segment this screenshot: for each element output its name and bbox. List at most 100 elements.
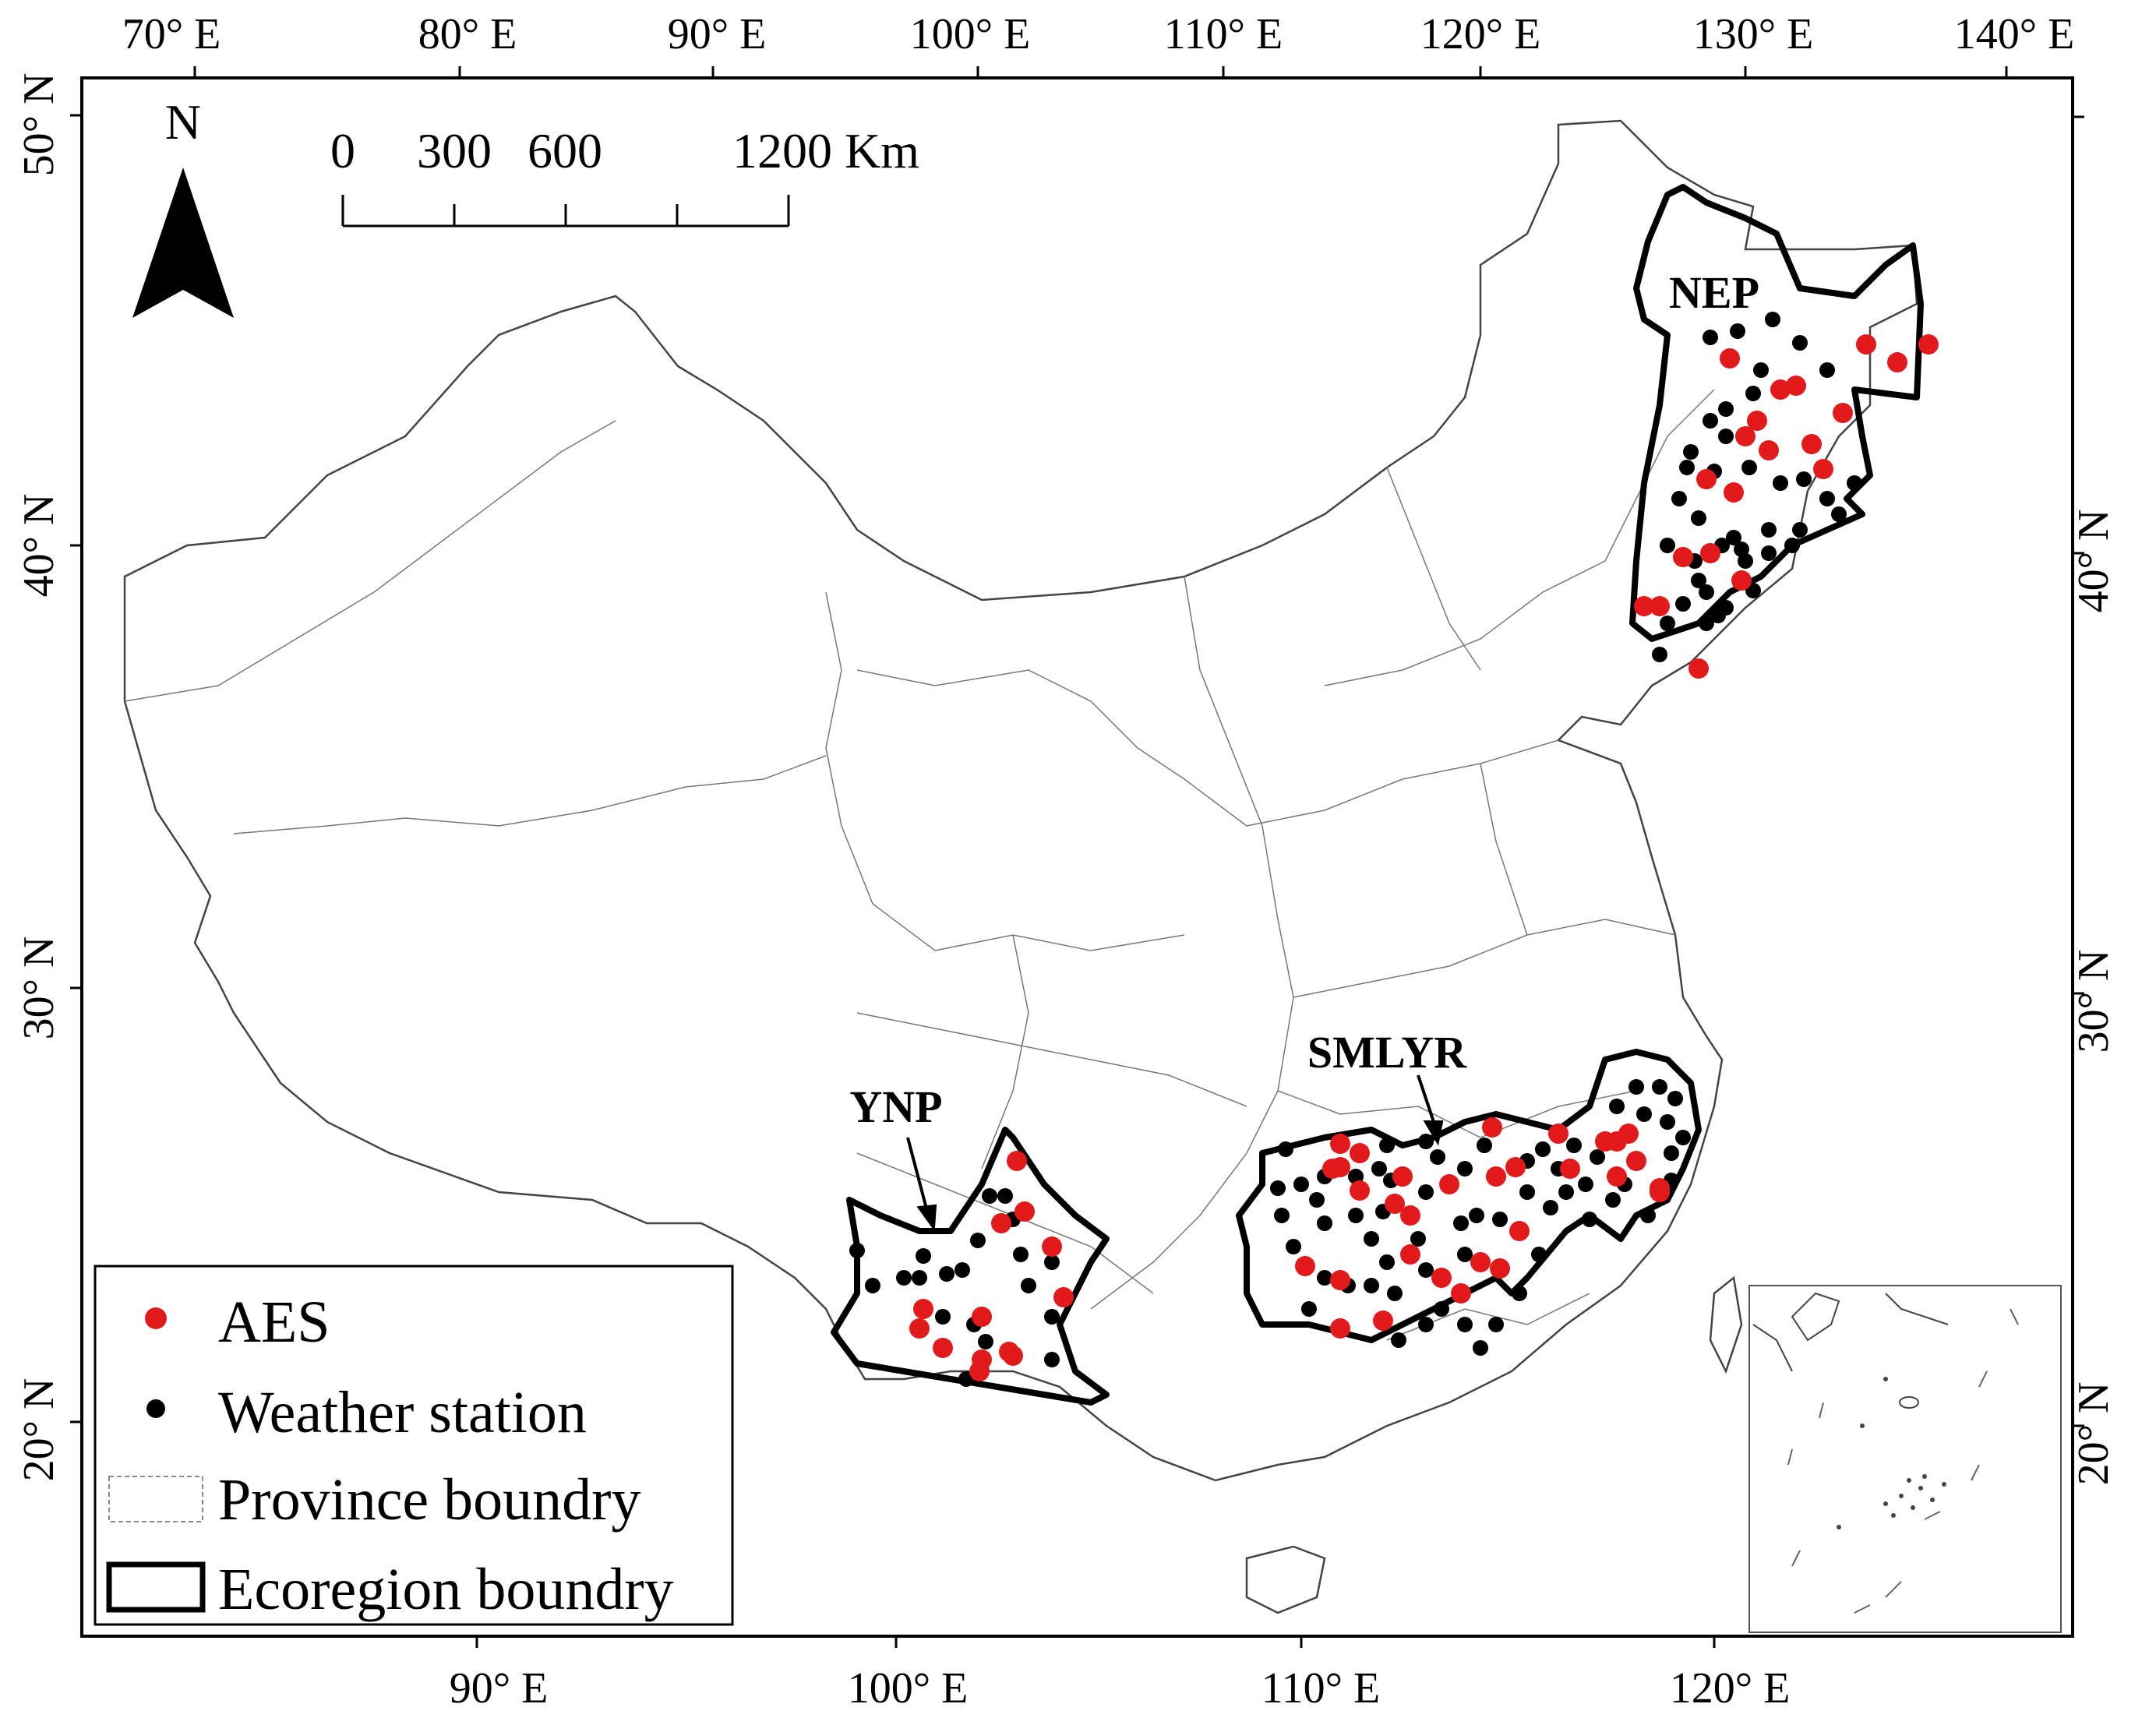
aes-point xyxy=(933,1338,953,1358)
weather-station-point xyxy=(1761,545,1777,561)
weather-station-point xyxy=(1457,1317,1473,1332)
weather-station-point xyxy=(1582,1212,1597,1227)
aes-point xyxy=(1295,1256,1315,1276)
weather-station-point xyxy=(1773,475,1788,491)
weather-station-point xyxy=(1628,1079,1644,1095)
lon-label-top: 140° E xyxy=(1954,10,2075,58)
weather-station-point xyxy=(1418,1262,1434,1278)
weather-station-point xyxy=(1831,506,1847,522)
legend-aes-swatch xyxy=(145,1307,167,1329)
legend-ecoregion-swatch xyxy=(106,1561,206,1613)
ecoregion-nep xyxy=(1629,184,1924,642)
weather-station-point xyxy=(1718,600,1734,616)
aes-point xyxy=(1400,1205,1420,1226)
weather-station-point xyxy=(1718,429,1734,444)
aes-point xyxy=(1650,1178,1670,1198)
weather-station-point xyxy=(1679,460,1695,475)
weather-station-point xyxy=(978,1334,993,1349)
aes-point xyxy=(1731,570,1752,591)
map-frame xyxy=(80,76,2074,1638)
aes-point xyxy=(1887,352,1907,372)
aes-point xyxy=(1053,1287,1074,1307)
aes-point xyxy=(1724,482,1744,503)
aes-point xyxy=(1786,376,1806,396)
aes-point xyxy=(1747,411,1767,431)
lat-label-left: 30° N xyxy=(15,937,63,1040)
weather-station-point xyxy=(896,1270,912,1286)
aes-point xyxy=(1470,1252,1491,1272)
aes-point xyxy=(1856,334,1876,355)
lon-label-top: 110° E xyxy=(1164,10,1283,58)
aes-point xyxy=(909,1318,930,1339)
aes-point xyxy=(1688,658,1709,679)
weather-station-point xyxy=(1387,1286,1403,1301)
aes-point xyxy=(1350,1180,1370,1201)
weather-station-point xyxy=(1796,471,1812,487)
weather-station-point xyxy=(1531,1247,1547,1262)
weather-station-point xyxy=(1317,1215,1332,1231)
lon-label-bottom: 110° E xyxy=(1261,1664,1381,1713)
weather-station-point xyxy=(1753,362,1769,378)
weather-station-point xyxy=(1652,647,1667,662)
weather-station-point xyxy=(1044,1254,1060,1270)
lat-label-left: 50° N xyxy=(15,73,63,177)
aes-point xyxy=(1505,1157,1526,1177)
lat-label-left: 20° N xyxy=(15,1378,63,1482)
aes-point xyxy=(1720,348,1740,369)
weather-station-point xyxy=(1044,1309,1060,1325)
aes-point xyxy=(1650,596,1670,616)
aes-point xyxy=(1626,1151,1646,1171)
weather-station-point xyxy=(1348,1208,1364,1223)
aes-point xyxy=(1322,1159,1343,1179)
region-label-ynp: YNP xyxy=(849,1081,942,1132)
weather-station-point xyxy=(1691,510,1706,526)
weather-station-point xyxy=(1488,1317,1504,1332)
legend-weather-label: Weather station xyxy=(218,1380,587,1445)
aes-point xyxy=(1385,1194,1405,1214)
weather-station-point xyxy=(1660,616,1675,631)
weather-station-point xyxy=(1418,1134,1434,1149)
legend-weather-swatch xyxy=(146,1399,165,1418)
weather-station-point xyxy=(1691,573,1706,588)
legend: AES Weather station Province boundry Eco… xyxy=(94,1265,734,1626)
weather-station-point xyxy=(1699,584,1714,600)
weather-station-point xyxy=(1675,596,1691,612)
pointer-arrows xyxy=(906,1074,1444,1232)
aes-point xyxy=(1350,1143,1370,1163)
weather-station-point xyxy=(1667,1091,1683,1106)
aes-point xyxy=(1735,426,1755,446)
aes-point xyxy=(1014,1201,1035,1222)
bottom-longitude-labels: 90° E 100° E 110° E 120° E xyxy=(450,1636,1791,1713)
weather-station-point xyxy=(1784,538,1800,553)
aes-point xyxy=(1373,1311,1393,1331)
left-latitude-labels: 50° N 40° N 30° N 20° N xyxy=(15,73,82,1482)
weather-station-point xyxy=(1792,522,1808,538)
region-label-nep: NEP xyxy=(1669,267,1759,318)
weather-station-point xyxy=(1718,401,1734,417)
weather-station-point xyxy=(935,1309,951,1325)
aes-point xyxy=(1330,1318,1350,1339)
aes-point xyxy=(1330,1134,1350,1154)
south-china-sea-inset xyxy=(1748,1285,2062,1633)
weather-station-point xyxy=(1761,522,1777,538)
region-label-smlyr: SMLYR xyxy=(1307,1027,1467,1078)
weather-station-point xyxy=(1699,616,1714,631)
weather-station-point xyxy=(1371,1161,1387,1176)
aes-point xyxy=(1548,1124,1568,1144)
aes-point xyxy=(1813,459,1833,479)
aes-point xyxy=(1673,547,1693,567)
weather-station-point xyxy=(1660,538,1675,553)
weather-station-point xyxy=(916,1248,931,1264)
lon-label-top: 100° E xyxy=(910,10,1031,58)
lon-label-bottom: 120° E xyxy=(1670,1664,1791,1713)
taiwan-outline xyxy=(1709,1275,1743,1374)
aes-point xyxy=(1330,1270,1350,1290)
weather-station-point xyxy=(1640,1208,1656,1223)
aes-point xyxy=(913,1299,933,1319)
lon-label-top: 80° E xyxy=(418,10,517,58)
aes-point xyxy=(1392,1166,1413,1187)
north-label: N xyxy=(165,94,201,150)
weather-station-point xyxy=(1430,1149,1445,1165)
legend-province-swatch xyxy=(108,1476,203,1522)
weather-station-point xyxy=(1660,1114,1675,1130)
